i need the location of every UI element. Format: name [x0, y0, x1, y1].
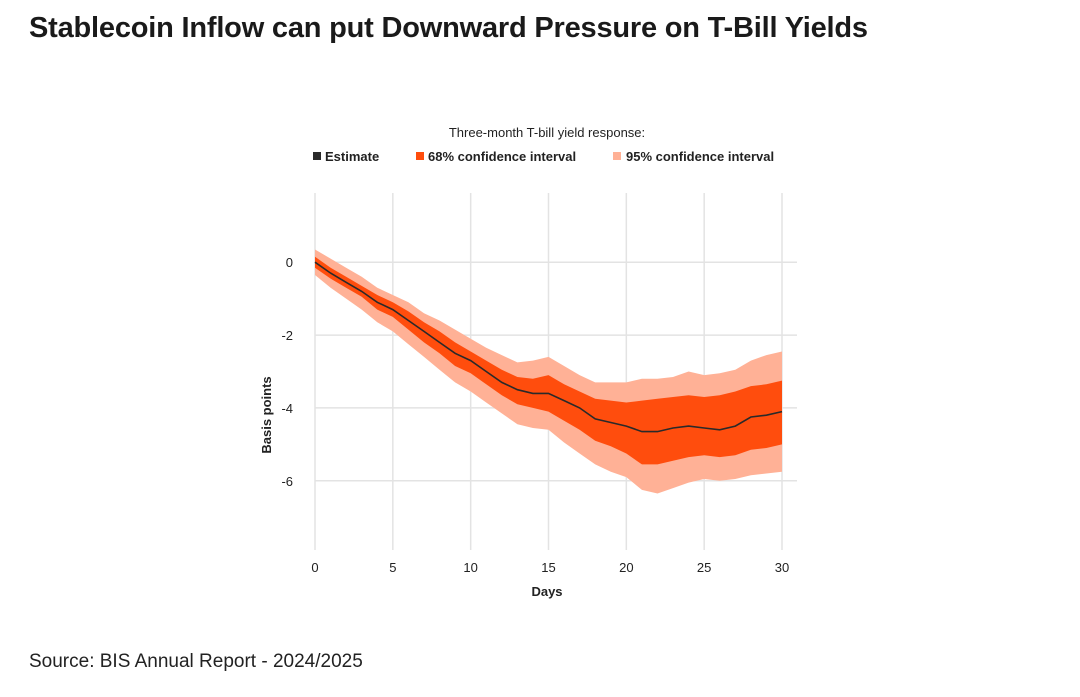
x-tick-label: 0: [311, 560, 318, 575]
x-axis-label: Days: [531, 584, 562, 599]
x-tick-labels: 0 5 10 15 20 25 30: [311, 560, 789, 575]
x-tick-label: 10: [463, 560, 477, 575]
chart-area: 0 5 10 15 20 25 30 0 -2 -4 -6 Three-month T-bill …: [259, 125, 797, 599]
legend-swatch-estimate: [313, 152, 321, 160]
legend-item-estimate: Estimate: [313, 149, 379, 164]
x-tick-label: 25: [697, 560, 711, 575]
y-tick-label: -4: [281, 401, 293, 416]
y-axis-label: Basis points: [259, 376, 274, 453]
x-tick-label: 20: [619, 560, 633, 575]
legend-label-ci68: 68% confidence interval: [428, 149, 576, 164]
x-tick-label: 15: [541, 560, 555, 575]
legend-swatch-ci68: [416, 152, 424, 160]
ci68-band: [315, 256, 782, 465]
legend-label-estimate: Estimate: [325, 149, 379, 164]
legend-item-ci68: 68% confidence interval: [416, 149, 576, 164]
estimate-line: [314, 261, 783, 433]
y-tick-label: -2: [281, 328, 293, 343]
legend-swatch-ci95: [613, 152, 621, 160]
x-tick-label: 30: [775, 560, 789, 575]
y-tick-label: -6: [281, 474, 293, 489]
legend-title: Three-month T-bill yield response:: [449, 125, 645, 140]
legend-item-ci95: 95% confidence interval: [613, 149, 774, 164]
legend-label-ci95: 95% confidence interval: [626, 149, 774, 164]
source-note: Source: BIS Annual Report - 2024/2025: [29, 651, 363, 672]
y-tick-label: 0: [286, 255, 293, 270]
chart-title: Stablecoin Inflow can put Downward Press…: [29, 12, 868, 44]
y-tick-labels: 0 -2 -4 -6: [281, 255, 293, 489]
x-tick-label: 5: [389, 560, 396, 575]
